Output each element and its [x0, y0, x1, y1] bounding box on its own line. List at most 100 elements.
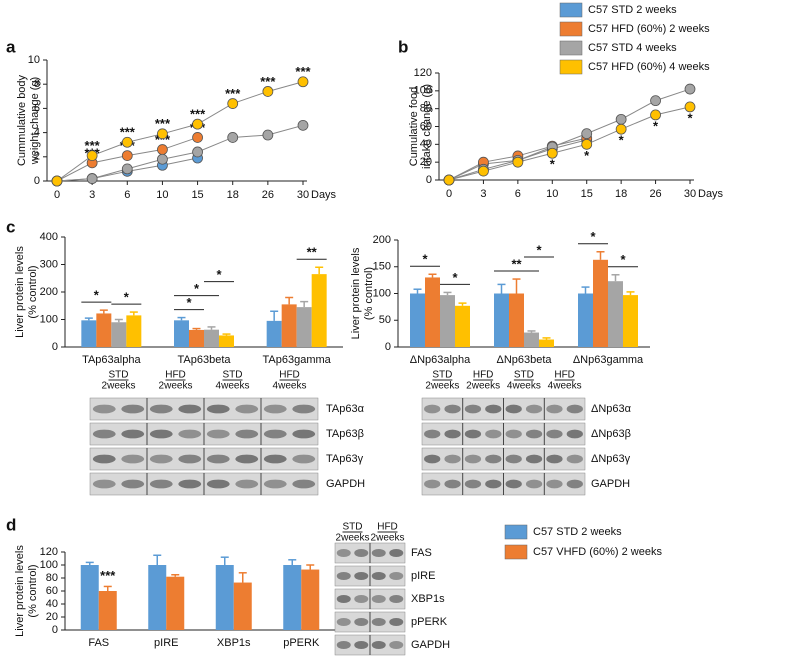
legend-label: C57 HFD (60%) 2 weeks — [588, 23, 710, 35]
blot-group-label: HFD — [279, 370, 300, 381]
significance: * — [590, 229, 596, 244]
band — [178, 429, 202, 439]
bar — [281, 304, 297, 347]
significance: * — [687, 110, 693, 125]
band — [354, 641, 369, 649]
band — [206, 454, 230, 464]
x-tick-label: 18 — [615, 188, 627, 200]
band — [424, 479, 441, 489]
point — [581, 128, 593, 140]
band — [566, 404, 583, 414]
y-tick-label: 4 — [34, 127, 40, 139]
point — [227, 98, 239, 109]
band — [92, 454, 116, 464]
panel-label: d — [6, 515, 16, 534]
significance: * — [452, 270, 458, 285]
significance: * — [536, 242, 542, 257]
bar — [578, 293, 593, 347]
band — [505, 429, 522, 439]
significance: *** — [100, 568, 116, 583]
significance: * — [194, 281, 200, 296]
point — [192, 146, 203, 158]
band — [235, 404, 259, 414]
x-tick-label: 26 — [649, 188, 661, 200]
band — [121, 479, 145, 489]
band — [336, 549, 351, 557]
point — [121, 136, 133, 148]
point — [581, 138, 593, 150]
y-axis-label: Cumulative food — [408, 87, 420, 167]
significance: * — [584, 148, 590, 163]
band — [389, 595, 404, 603]
band — [566, 454, 583, 464]
bar — [189, 329, 204, 347]
band — [121, 404, 145, 414]
bar — [215, 565, 234, 630]
y-tick-label: 200 — [40, 286, 58, 298]
band — [371, 572, 386, 580]
significance: * — [653, 118, 659, 133]
significance: ** — [511, 256, 522, 271]
x-tick-label: 3 — [89, 189, 95, 201]
point — [650, 109, 661, 121]
blot-group-label: STD — [343, 522, 363, 533]
band — [178, 479, 202, 489]
band — [525, 479, 543, 489]
band — [235, 454, 259, 464]
bar — [266, 320, 282, 347]
legend-swatch — [504, 544, 528, 560]
y-tick-label: 20 — [46, 611, 58, 623]
band — [92, 479, 116, 489]
bar — [440, 295, 455, 347]
point — [443, 174, 455, 186]
x-tick-label: 30 — [684, 188, 696, 200]
y-tick-label: 2 — [34, 151, 40, 163]
band — [149, 404, 173, 414]
bar — [96, 313, 112, 347]
x-tick-label: pPERK — [283, 637, 320, 649]
x-tick-label: 0 — [446, 188, 452, 200]
y-tick-label: 200 — [373, 234, 391, 246]
significance: *** — [120, 125, 136, 140]
band — [444, 479, 461, 489]
band — [485, 404, 502, 414]
x-tick-label: 26 — [262, 189, 274, 201]
y-tick-label: 80 — [420, 103, 432, 115]
band — [371, 595, 386, 603]
blot-group-label: STD — [432, 370, 452, 381]
band — [464, 479, 482, 489]
band — [444, 404, 461, 414]
band — [424, 454, 441, 464]
panel-label: c — [6, 217, 15, 236]
point — [297, 119, 309, 131]
band — [292, 429, 316, 439]
band — [263, 454, 287, 464]
blot-group-label: STD — [109, 370, 129, 381]
band — [389, 641, 404, 649]
point — [262, 129, 274, 141]
point — [157, 128, 168, 140]
blot-row-label: pIRE — [411, 570, 435, 582]
bar — [80, 565, 99, 630]
point — [684, 83, 696, 95]
significance: *** — [295, 64, 311, 79]
x-tick-label: FAS — [88, 637, 109, 649]
band — [371, 641, 386, 649]
point — [121, 150, 133, 161]
blot-row-label: pPERK — [411, 616, 448, 628]
x-tick-label: XBP1s — [217, 637, 251, 649]
bar — [623, 295, 638, 347]
bar — [608, 281, 623, 347]
x-tick-label: 15 — [581, 188, 593, 200]
y-tick-label: 150 — [373, 261, 391, 273]
y-tick-label: 120 — [40, 546, 58, 558]
legend-swatch — [559, 2, 583, 18]
y-tick-label: 10 — [28, 54, 40, 66]
y-axis-label: (% control) — [27, 564, 39, 617]
x-tick-label: ΔNp63alpha — [410, 354, 471, 366]
bar — [174, 320, 189, 347]
band — [292, 454, 316, 464]
bar — [233, 582, 252, 630]
y-tick-label: 0 — [34, 175, 40, 187]
